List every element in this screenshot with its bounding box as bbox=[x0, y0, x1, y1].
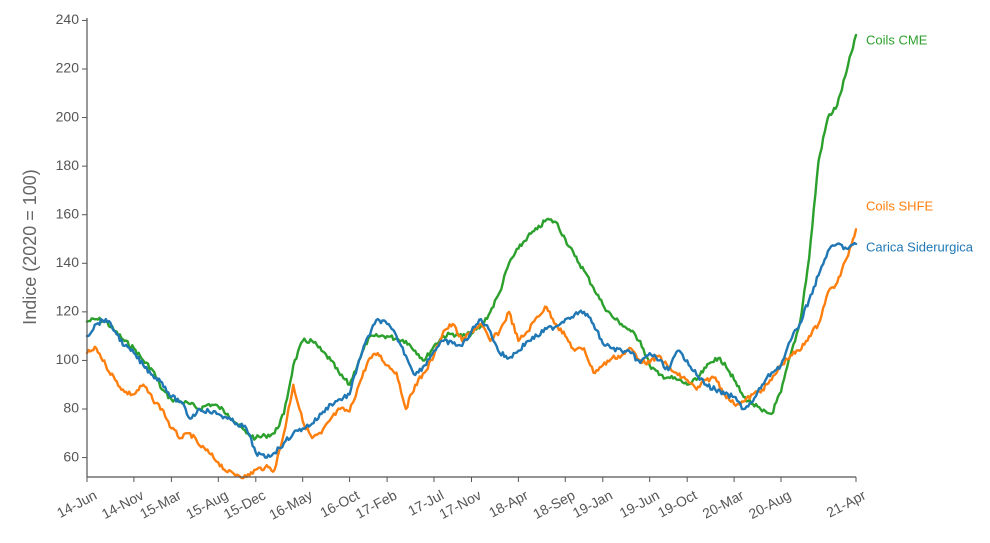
x-tick-label: 16-May bbox=[266, 487, 315, 523]
x-tick-label: 19-Oct bbox=[655, 487, 700, 521]
x-tick-label: 20-Mar bbox=[700, 487, 747, 522]
series-line-coils-shfe bbox=[85, 228, 858, 480]
series-line-carica-siderurgica bbox=[85, 241, 858, 459]
y-axis-title: Indice (2020 = 100) bbox=[20, 169, 40, 325]
series-label: Coils CME bbox=[866, 32, 928, 47]
y-tick-label: 100 bbox=[56, 351, 80, 367]
x-tick-label: 17-Nov bbox=[436, 487, 483, 522]
x-tick-label: 16-Oct bbox=[317, 487, 362, 521]
y-tick-label: 80 bbox=[63, 400, 79, 416]
x-tick-label: 18-Sep bbox=[530, 487, 578, 522]
tick-labels: 60 80 100 120 140 160 180 200 220 240 14-Jun 14-Nov… bbox=[54, 11, 869, 523]
y-tick-label: 180 bbox=[56, 157, 80, 173]
y-tick-label: 240 bbox=[56, 11, 80, 27]
x-tick-label: 15-Mar bbox=[137, 487, 184, 522]
axes bbox=[82, 18, 857, 482]
series-line-coils-cme bbox=[85, 33, 858, 441]
y-tick-label: 120 bbox=[56, 303, 80, 319]
x-tick-label: 15-Aug bbox=[183, 487, 230, 522]
x-tick-label: 20-Aug bbox=[746, 487, 793, 522]
series-label: Carica Siderurgica bbox=[866, 239, 974, 254]
x-tick-label: 19-Jan bbox=[570, 487, 615, 521]
x-tick-label: 15-Dec bbox=[221, 487, 268, 522]
y-tick-label: 160 bbox=[56, 205, 80, 221]
x-tick-label: 21-Apr bbox=[824, 487, 869, 521]
x-tick-label: 18-Apr bbox=[486, 487, 531, 521]
x-tick-label: 17-Feb bbox=[353, 487, 400, 522]
series-label: Coils SHFE bbox=[866, 199, 934, 214]
x-tick-label: 19-Jun bbox=[617, 487, 662, 521]
y-tick-label: 140 bbox=[56, 254, 80, 270]
x-tick-label: 14-Nov bbox=[99, 487, 146, 522]
series-end-labels: Coils CME Coils SHFE Carica Siderurgica bbox=[866, 32, 974, 254]
y-tick-label: 60 bbox=[63, 448, 79, 464]
x-tick-label: 14-Jun bbox=[54, 487, 99, 521]
y-tick-label: 200 bbox=[56, 108, 80, 124]
series-lines bbox=[85, 33, 858, 480]
y-tick-label: 220 bbox=[56, 60, 80, 76]
